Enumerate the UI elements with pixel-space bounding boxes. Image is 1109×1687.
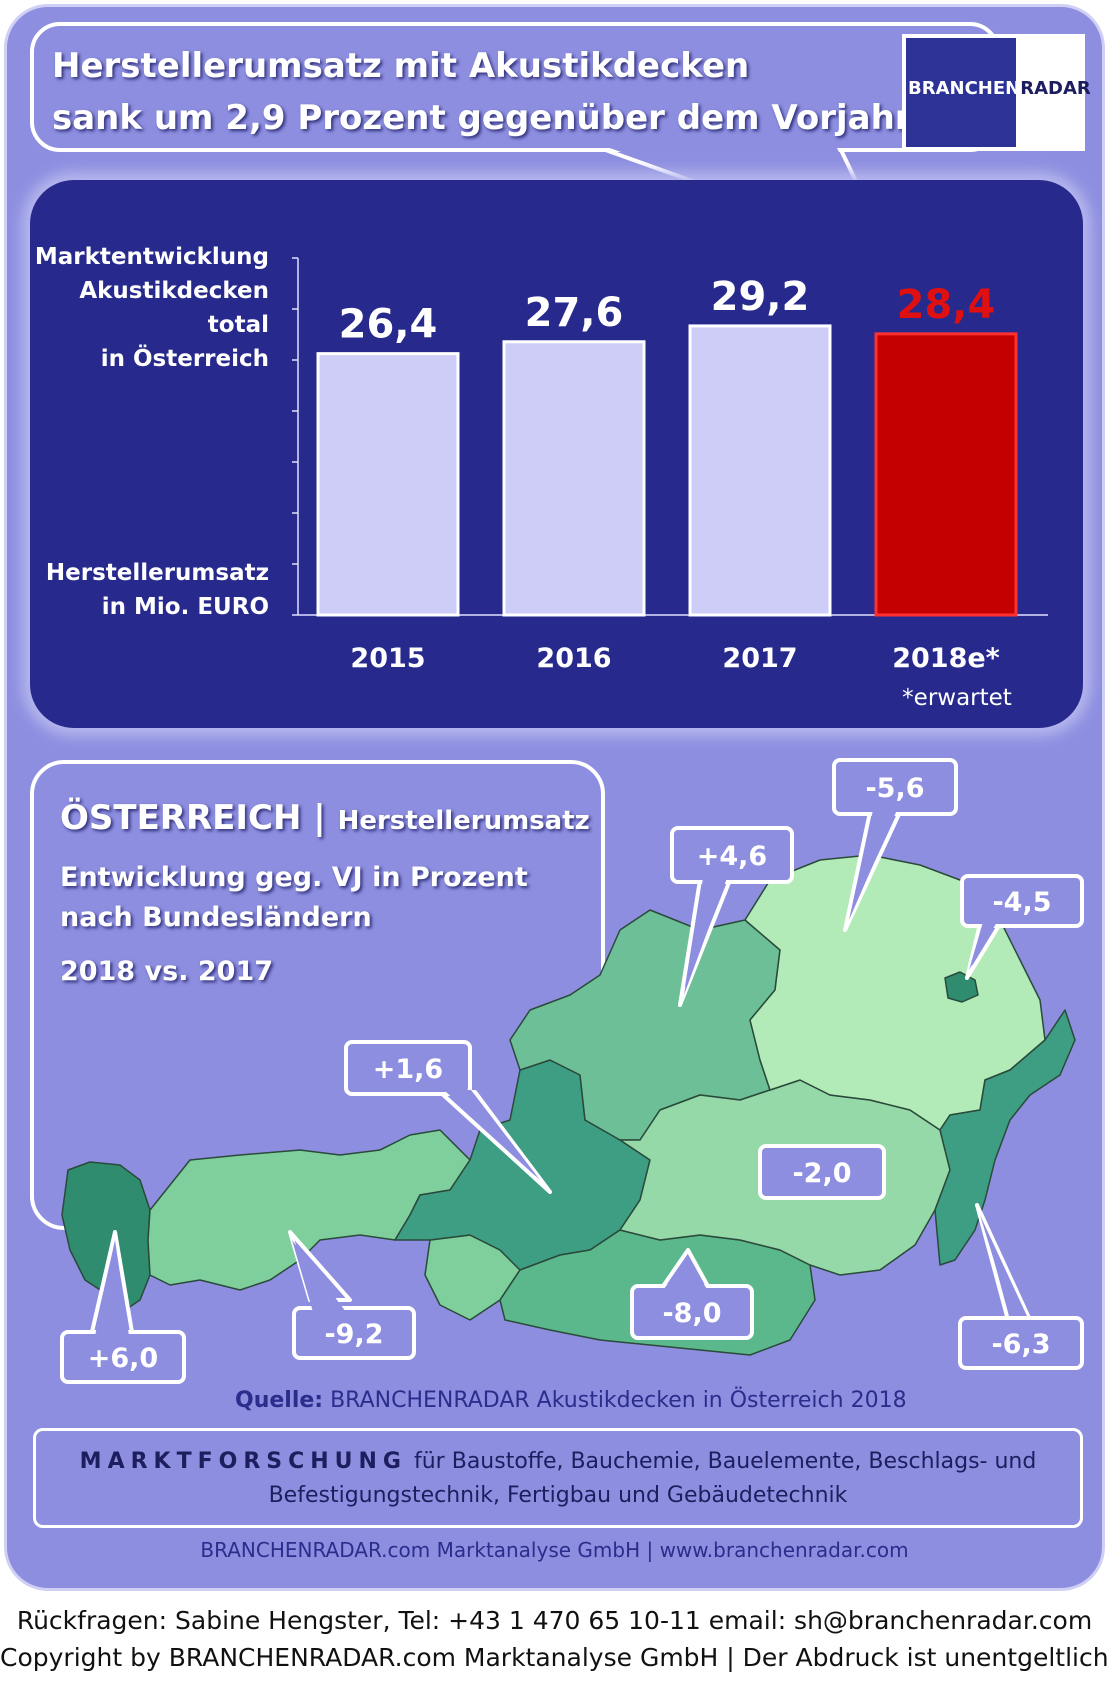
logo-text: BRANCHENRADAR [908,78,1091,99]
headline: Herstellerumsatz mit Akustikdecken sank … [52,40,912,144]
region-wien [944,971,979,1003]
website-line: BRANCHENRADAR.com Marktanalyse GmbH | ww… [200,1538,909,1562]
bar-2017 [688,324,832,617]
bar-value-label: 29,2 [711,274,810,320]
source-line: Quelle: BRANCHENRADAR Akustikdecken in Ö… [235,1388,907,1413]
x-tick-label: 2016 [536,643,611,674]
bar-chart: 26,4 2015 27,6 2016 29,2 2017 28,4 2018e* *erwa… [292,257,1048,711]
headline-line-2: sank um 2,9 Prozent gegenüber dem Vorjah… [52,98,912,138]
bar-2018e* [874,332,1018,617]
callout-label-vorarlberg: +6,0 [88,1343,158,1374]
footer-contact: Rückfragen: Sabine Hengster, Tel: +43 1 … [16,1606,1093,1635]
x-tick-label: 2017 [722,643,797,674]
y-axis-label-top: Marktentwicklung Akustikdecken total in … [34,244,269,372]
callout-burgenland [958,1316,1084,1370]
bar-2015 [316,352,460,617]
callout-tirol [292,1306,416,1360]
austria-map: +6,0 -9,2 +1,6 +4,6 -5,6 -4,5 -2,0 -8,0 … [60,758,1084,1384]
headline-line-1: Herstellerumsatz mit Akustikdecken [52,46,750,86]
callout-steiermark [758,1144,886,1200]
bar-2016 [502,340,646,617]
bar-value-label: 27,6 [525,290,624,336]
footer-copyright: Copyright by BRANCHENRADAR.com Marktanal… [0,1643,1109,1672]
marktforschung-box: MARKTFORSCHUNG für Baustoffe, Bauchemie,… [33,1428,1083,1528]
footnote-erwartet: *erwartet [902,685,1012,711]
map-title: ÖSTERREICH | Herstellerumsatz [60,798,590,838]
callout-label-wien: -4,5 [992,887,1051,918]
region-vorarlberg [61,1161,151,1311]
callout-oberoesterreich [670,826,794,884]
x-tick-label: 2015 [350,643,425,674]
callout-wien [960,874,1084,928]
x-tick-label: 2018e* [892,643,1000,674]
bar-value-label: 26,4 [339,302,438,348]
map-subtitle-line-2: nach Bundesländern [60,902,372,933]
map-subtitle-line-1: Entwicklung geg. VJ in Prozent [60,862,528,893]
callout-label-niederoesterreich: -5,6 [865,773,924,804]
callout-label-burgenland: -6,3 [991,1329,1050,1360]
y-axis-label-bottom: Herstellerumsatz in Mio. EURO [45,560,269,620]
callout-label-kaernten: -8,0 [662,1298,721,1329]
logo-square [906,38,1016,147]
marktforschung-label: MARKTFORSCHUNG [79,1449,407,1474]
callout-label-oberoesterreich: +4,6 [697,841,767,872]
map-subtitle-line-3: 2018 vs. 2017 [60,956,274,987]
region-burgenland [934,1009,1076,1266]
callout-label-salzburg: +1,6 [373,1054,443,1085]
bar-value-label: 28,4 [897,282,996,328]
callout-label-steiermark: -2,0 [792,1158,851,1189]
callout-salzburg [344,1040,472,1096]
callout-label-tirol: -9,2 [324,1319,383,1350]
branchenradar-logo: BRANCHENRADAR [902,34,1091,151]
